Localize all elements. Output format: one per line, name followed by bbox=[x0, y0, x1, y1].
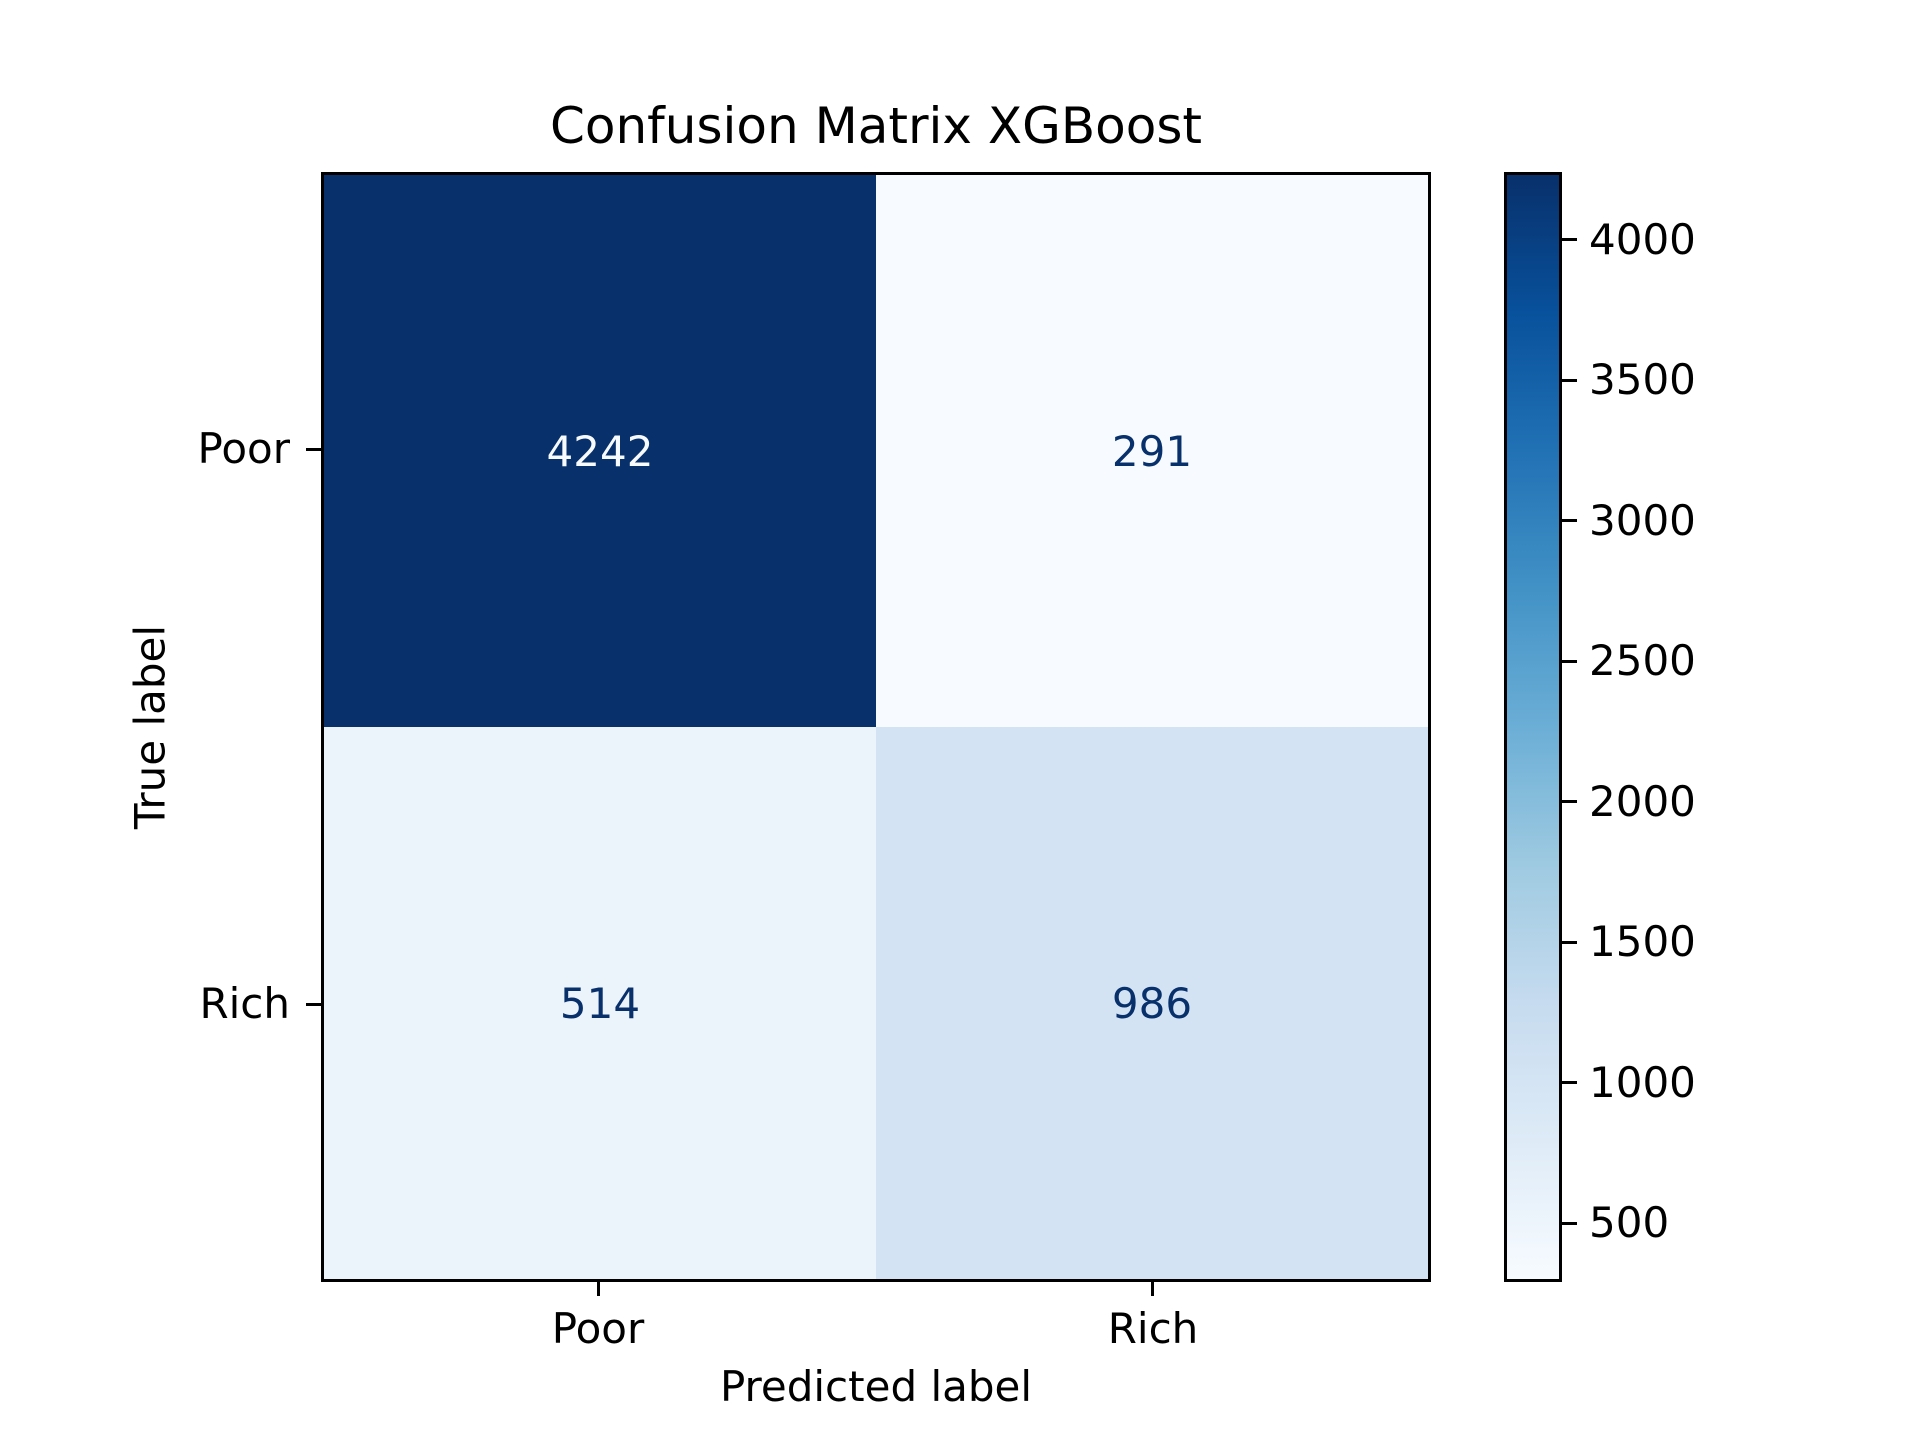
colorbar-tick-mark bbox=[1561, 519, 1577, 523]
x-tick-label-rich: Rich bbox=[1107, 1304, 1199, 1353]
y-tick-label-poor: Poor bbox=[197, 424, 291, 473]
colorbar bbox=[1504, 172, 1562, 1282]
x-tick-label-poor: Poor bbox=[551, 1304, 645, 1353]
colorbar-tick-mark bbox=[1561, 238, 1577, 242]
x-axis-label: Predicted label bbox=[719, 1362, 1033, 1411]
colorbar-tick-label: 1000 bbox=[1589, 1057, 1696, 1107]
chart-title: Confusion Matrix XGBoost bbox=[549, 97, 1203, 155]
colorbar-tick-mark bbox=[1561, 940, 1577, 944]
x-tick-mark-poor bbox=[597, 1281, 600, 1296]
y-tick-mark-poor bbox=[306, 448, 321, 451]
matrix-cell-true-rich-pred-poor: 514 bbox=[324, 727, 876, 1279]
colorbar-tick-label: 2000 bbox=[1589, 776, 1696, 826]
colorbar-tick-mark bbox=[1561, 800, 1577, 804]
colorbar-tick-label: 500 bbox=[1589, 1198, 1670, 1248]
colorbar-tick-label: 3000 bbox=[1589, 495, 1696, 545]
colorbar-tick-label: 4000 bbox=[1589, 214, 1696, 264]
matrix-cell-true-rich-pred-rich: 986 bbox=[876, 727, 1428, 1279]
colorbar-tick-mark bbox=[1561, 659, 1577, 663]
colorbar-tick-mark bbox=[1561, 378, 1577, 382]
colorbar-tick-label: 1500 bbox=[1589, 917, 1696, 967]
x-tick-mark-rich bbox=[1151, 1281, 1154, 1296]
confusion-matrix-heatmap: 4242 291 514 986 bbox=[321, 172, 1431, 1282]
matrix-cell-true-poor-pred-poor: 4242 bbox=[324, 175, 876, 727]
y-axis-label: True label bbox=[125, 624, 175, 830]
y-tick-mark-rich bbox=[306, 1003, 321, 1006]
colorbar-tick-mark bbox=[1561, 1221, 1577, 1225]
colorbar-tick-mark bbox=[1561, 1081, 1577, 1085]
matrix-cell-true-poor-pred-rich: 291 bbox=[876, 175, 1428, 727]
colorbar-tick-label: 3500 bbox=[1589, 355, 1696, 405]
colorbar-tick-label: 2500 bbox=[1589, 636, 1696, 686]
y-tick-label-rich: Rich bbox=[199, 979, 290, 1028]
